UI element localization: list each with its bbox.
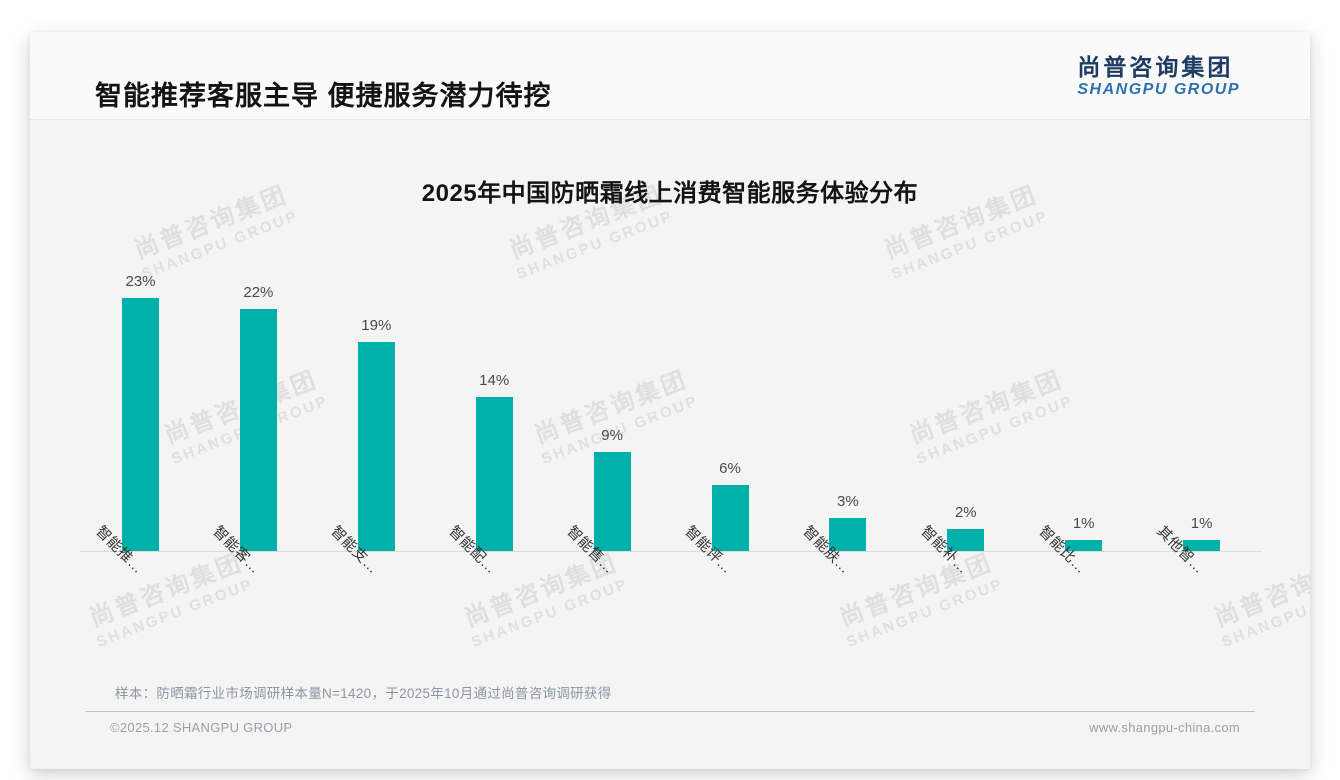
copyright-text: ©2025.12 SHANGPU GROUP	[110, 720, 293, 735]
bar-value-label: 9%	[601, 427, 623, 444]
company-logo: 尚普咨询集团 SHANGPU GROUP	[1077, 54, 1240, 100]
website-url: www.shangpu-china.com	[1089, 720, 1240, 735]
chart-bar	[593, 452, 631, 551]
slide-card: 智能推荐客服主导 便捷服务潜力待挖 尚普咨询集团 SHANGPU GROUP 尚…	[30, 32, 1310, 769]
chart-bar	[239, 309, 277, 551]
chart-title: 2025年中国防晒霜线上消费智能服务体验分布	[421, 180, 919, 207]
chart-bar	[829, 518, 867, 551]
bar-value-label: 6%	[719, 460, 741, 477]
bar-value-label: 3%	[837, 493, 859, 510]
sample-note: 样本：防晒霜行业市场调研样本量N=1420，于2025年10月通过尚普咨询调研获…	[115, 686, 612, 701]
main-title: 智能推荐客服主导 便捷服务潜力待挖	[95, 81, 552, 111]
chart-bar	[1183, 540, 1221, 551]
bar-value-label: 2%	[954, 504, 977, 521]
chart-bar	[475, 397, 513, 551]
chart-bar	[122, 298, 159, 551]
bar-value-label: 14%	[479, 372, 510, 389]
footer-divider	[85, 711, 1255, 712]
chart-bar	[1065, 540, 1103, 551]
x-axis-line	[80, 551, 1262, 552]
chart-bar	[357, 342, 395, 551]
bar-value-label: 22%	[243, 284, 274, 301]
bar-value-label: 1%	[1072, 515, 1095, 532]
bar-value-label: 1%	[1190, 515, 1213, 532]
logo-en-text: SHANGPU GROUP	[1077, 81, 1240, 99]
chart-bar	[711, 485, 749, 551]
header-strip	[30, 32, 1310, 120]
logo-cn-text: 尚普咨询集团	[1077, 54, 1234, 80]
bar-value-label: 23%	[125, 273, 156, 290]
chart-bar	[947, 529, 985, 551]
bar-value-label: 19%	[361, 317, 392, 334]
bar-chart: 23% 智能推… 22% 智能客… 19% 智能支… 14% 智能配… 9% 智能售… 6% 智能评……	[30, 32, 1310, 769]
